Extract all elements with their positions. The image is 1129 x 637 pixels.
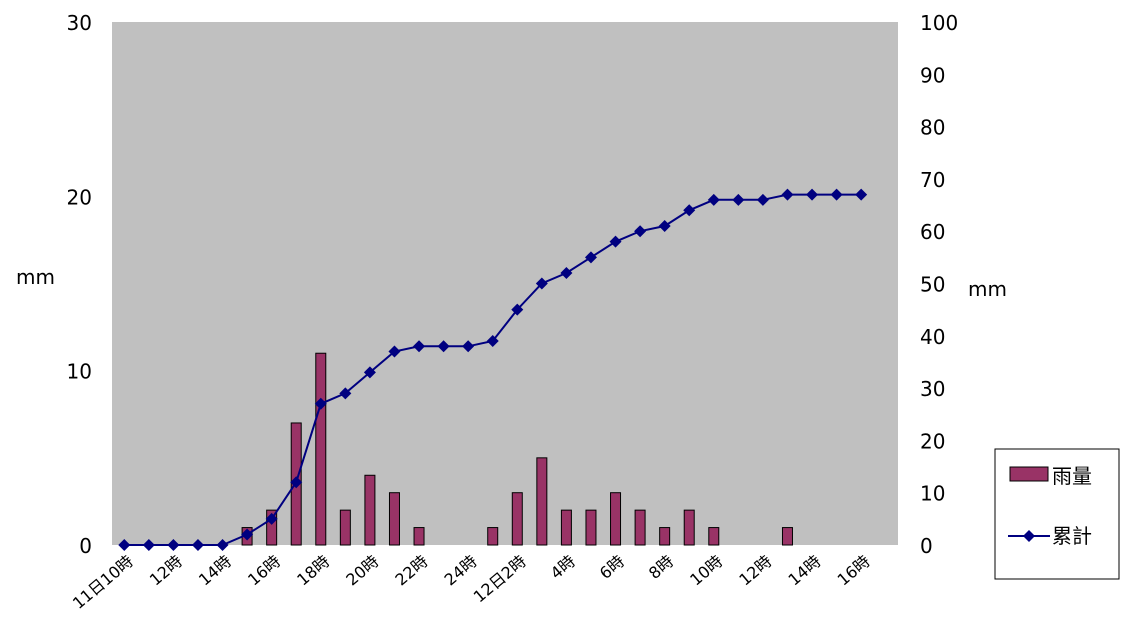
cumulative-point [118, 539, 131, 551]
cumulative-point [142, 539, 155, 551]
cumulative-point [167, 539, 180, 551]
x-tick-label: 24時 [441, 552, 481, 590]
rainfall-bar [511, 492, 523, 546]
right-tick-label: 70 [920, 168, 945, 192]
cumulative-point [314, 397, 327, 410]
right-axis: 0 10 20 30 40 50 60 70 80 90 100 [920, 11, 958, 558]
cumulative-markers [118, 188, 868, 551]
cumulative-point [388, 345, 401, 358]
rainfall-bar [585, 509, 597, 546]
legend-rainfall-label: 雨量 [1052, 464, 1092, 488]
rainfall-bar [413, 527, 425, 546]
cumulative-point [683, 204, 696, 217]
cumulative-point [609, 235, 622, 248]
x-tick-label: 22時 [392, 552, 432, 590]
cumulative-point [806, 188, 819, 201]
right-tick-label: 40 [920, 325, 945, 349]
x-tick-label: 18時 [293, 552, 333, 590]
rainfall-bar [315, 352, 327, 546]
rainfall-bar [339, 509, 351, 546]
legend: 雨量 累計 [994, 448, 1120, 580]
right-tick-label: 100 [920, 11, 958, 35]
legend-cumulative-marker [1023, 530, 1035, 542]
rainfall-bars [241, 352, 793, 546]
cumulative-point [707, 193, 720, 206]
rainfall-bar [634, 509, 646, 546]
right-tick-label: 60 [920, 220, 945, 244]
cumulative-point [216, 539, 229, 551]
rainfall-bar [560, 509, 572, 546]
rainfall-bar [388, 492, 400, 546]
cumulative-point [535, 277, 548, 290]
left-tick-label: 20 [67, 185, 92, 209]
x-tick-label: 11日10時 [69, 552, 137, 613]
rainfall-bar [487, 527, 499, 546]
x-tick-label: 14時 [785, 552, 825, 590]
cumulative-point [511, 303, 524, 316]
x-tick-label: 20時 [342, 552, 382, 590]
plot-area [112, 22, 898, 545]
x-tick-label: 16時 [834, 552, 874, 590]
cumulative-point [486, 335, 499, 348]
cumulative-point [241, 528, 254, 541]
rainfall-bar [683, 509, 695, 546]
left-axis-label: mm [16, 265, 55, 289]
cumulative-point [560, 267, 573, 280]
cumulative-point [634, 225, 647, 238]
x-tick-label: 6時 [596, 552, 628, 583]
cumulative-point [191, 539, 204, 551]
rainfall-bar [536, 457, 548, 546]
rainfall-bar [266, 509, 278, 546]
cumulative-point [290, 476, 303, 489]
x-tick-label: 12日2時 [470, 552, 530, 607]
x-tick-label: 4時 [547, 552, 579, 583]
cumulative-point [339, 387, 352, 400]
right-axis-label: mm [968, 277, 1007, 301]
right-tick-label: 80 [920, 116, 945, 140]
rainfall-bar [781, 527, 793, 546]
x-tick-label: 12時 [735, 552, 775, 590]
rainfall-bar [659, 527, 671, 546]
x-tick-label: 8時 [645, 552, 677, 583]
left-axis: 0 10 20 30 [67, 11, 92, 558]
x-tick-label: 10時 [686, 552, 726, 590]
cumulative-point [781, 188, 794, 201]
cumulative-point [855, 188, 868, 201]
x-tick-label: 16時 [244, 552, 284, 590]
left-tick-label: 30 [67, 11, 92, 35]
right-tick-label: 90 [920, 63, 945, 87]
left-tick-label: 0 [79, 534, 92, 558]
cumulative-point [756, 193, 769, 206]
cumulative-point [584, 251, 597, 264]
rainfall-bar [610, 492, 622, 546]
cumulative-point [265, 512, 278, 525]
right-tick-label: 0 [920, 534, 933, 558]
cumulative-point [413, 340, 426, 353]
cumulative-point [363, 366, 376, 379]
right-tick-label: 30 [920, 377, 945, 401]
x-tick-label: 14時 [195, 552, 235, 590]
rainfall-bar [708, 527, 720, 546]
legend-cumulative-label: 累計 [1052, 524, 1092, 548]
right-tick-label: 20 [920, 429, 945, 453]
right-tick-label: 50 [920, 273, 945, 297]
cumulative-point [658, 219, 671, 232]
legend-rainfall-swatch [1009, 466, 1049, 482]
cumulative-point [462, 340, 475, 353]
right-tick-label: 10 [920, 482, 945, 506]
left-tick-label: 10 [67, 360, 92, 384]
cumulative-point [830, 188, 843, 201]
cumulative-point [732, 193, 745, 206]
x-tick-label: 12時 [146, 552, 186, 590]
cumulative-point [437, 340, 450, 353]
rainfall-bar [364, 474, 376, 546]
